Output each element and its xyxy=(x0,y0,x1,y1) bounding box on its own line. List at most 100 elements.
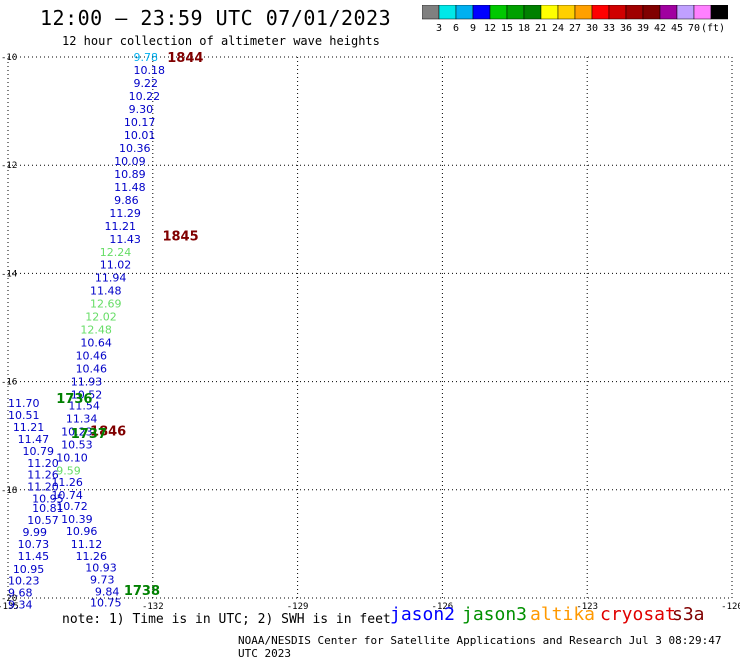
wave-height-value: 10.36 xyxy=(119,142,151,155)
wave-height-value: 10.01 xyxy=(124,129,156,142)
lat-label: -16 xyxy=(1,378,17,388)
pass-time-label: 1738 xyxy=(124,584,160,599)
color-legend: 3 6 9 12 15 18 21 24 27 30 33 36 39 42 45 70 (ft) xyxy=(422,5,728,34)
map-title: 12:00 – 23:59 UTC 07/01/2023 xyxy=(40,6,392,30)
pass-time-label: 1846 xyxy=(90,424,126,439)
wave-height-value: 10.46 xyxy=(76,363,108,376)
wave-height-value: 10.74 xyxy=(51,489,83,502)
wave-height-value: 10.22 xyxy=(129,90,161,103)
legend-label: 15 xyxy=(501,23,513,34)
wave-height-value: 11.45 xyxy=(18,550,50,563)
legend-label: 36 xyxy=(620,23,632,34)
wave-height-value: 10.81 xyxy=(32,502,64,515)
wave-height-value: 10.95 xyxy=(32,492,64,505)
wave-height-value: 9.78 xyxy=(133,51,158,64)
wave-height-value: 10.23 xyxy=(8,575,40,588)
wave-height-value: 11.21 xyxy=(13,421,45,434)
wave-height-value: 10.73 xyxy=(18,538,50,551)
legend-label: 12 xyxy=(484,23,496,34)
wave-height-value: 9.73 xyxy=(90,574,115,587)
wave-height-value: 11.48 xyxy=(90,285,122,298)
lat-label: -18 xyxy=(1,486,17,496)
wave-height-value: 11.26 xyxy=(51,476,83,489)
wave-height-value: 11.02 xyxy=(100,259,132,272)
wave-height-value: 11.47 xyxy=(18,433,50,446)
wave-height-value: 11.20 xyxy=(27,457,59,470)
wave-height-value: 9.22 xyxy=(133,77,158,90)
wave-height-value: 10.17 xyxy=(124,116,156,129)
lat-label: -12 xyxy=(1,161,17,171)
legend-label: 18 xyxy=(518,23,530,34)
wave-height-value: 10.95 xyxy=(13,563,45,576)
wave-height-value: 11.21 xyxy=(105,220,136,233)
wave-height-value: 11.26 xyxy=(76,550,108,563)
wave-height-value: 9.99 xyxy=(22,526,47,539)
wave-height-value: 12.69 xyxy=(90,298,122,311)
wave-height-value: 9.59 xyxy=(56,464,80,477)
wave-height-value: 12.02 xyxy=(85,311,117,324)
wave-height-value: 9.68 xyxy=(8,587,33,600)
wave-height-value: 10.53 xyxy=(61,438,93,451)
legend-label: 6 xyxy=(453,23,459,34)
wave-height-value: 10.89 xyxy=(114,168,146,181)
map-subtitle: 12 hour collection of altimeter wave hei… xyxy=(62,34,380,48)
satellite-cryosat: cryosat xyxy=(600,604,676,625)
credit-footer: NOAA/NESDIS Center for Satellite Applica… xyxy=(238,634,722,660)
wave-height-value: 9.84 xyxy=(95,586,120,599)
legend-unit: (ft) xyxy=(701,23,725,34)
legend-label: 21 xyxy=(535,23,547,34)
wave-height-value: 10.57 xyxy=(27,514,59,527)
wave-height-value: 10.79 xyxy=(22,445,54,458)
footnote: note: 1) Time is in UTC; 2) SWH is in fe… xyxy=(62,612,391,627)
satellite-altika: altika xyxy=(530,604,596,625)
satellite-jason2: jason2 xyxy=(390,604,456,625)
wave-height-value: 10.52 xyxy=(71,389,103,402)
wave-height-value: 10.10 xyxy=(56,451,87,464)
wave-height-value: 10.51 xyxy=(8,409,40,422)
wave-height-value: 9.30 xyxy=(129,103,154,116)
wave-height-value: 12.48 xyxy=(80,324,112,337)
wave-height-value: 11.26 xyxy=(27,469,59,482)
lon-label: -120 xyxy=(721,602,740,610)
satellite-jason3: jason3 xyxy=(462,604,528,625)
wave-height-value: 10.23 xyxy=(61,425,93,438)
legend-label: 45 xyxy=(671,23,683,34)
lat-label: -14 xyxy=(1,269,17,279)
wave-height-value: 10.39 xyxy=(61,513,93,526)
wave-height-value: 11.29 xyxy=(109,207,141,220)
lon-label: -132 xyxy=(142,602,164,610)
wave-height-value: 10.18 xyxy=(133,64,165,77)
wave-height-value: 10.93 xyxy=(85,562,117,575)
wave-height-value: 11.12 xyxy=(71,538,103,551)
wave-height-value: 10.96 xyxy=(66,525,98,538)
wave-height-value: 11.20 xyxy=(27,481,59,494)
legend-label: 9 xyxy=(470,23,476,34)
legend-label: 70 xyxy=(688,23,700,34)
legend-label: 27 xyxy=(569,23,581,34)
wave-height-value: 11.48 xyxy=(114,181,146,194)
wave-height-value: 11.70 xyxy=(8,397,40,410)
legend-label: 3 xyxy=(436,23,442,34)
wave-height-value: 10.09 xyxy=(114,155,146,168)
wave-height-value: 12.24 xyxy=(100,246,132,259)
wave-height-value: 10.64 xyxy=(80,337,112,350)
legend-swatch xyxy=(710,5,728,20)
legend-label: 30 xyxy=(586,23,598,34)
pass-time-label: 1845 xyxy=(162,230,198,245)
wave-height-value: 11.43 xyxy=(109,233,141,246)
legend-label: 39 xyxy=(637,23,649,34)
satellite-s3a: s3a xyxy=(672,604,705,625)
wave-height-value: 9.86 xyxy=(114,194,139,207)
wave-height-value: 11.94 xyxy=(95,272,127,285)
wave-height-value: 10.75 xyxy=(90,596,122,609)
lon-label: -126 xyxy=(432,602,454,610)
legend-label: 24 xyxy=(552,23,564,34)
lat-label: -20 xyxy=(1,594,17,604)
lon-label: -135 xyxy=(0,602,19,610)
wave-height-value: 9.34 xyxy=(8,598,33,610)
pass-time-label: 1737 xyxy=(71,427,107,442)
pass-time-label: 1736 xyxy=(56,392,92,407)
wave-height-value: 11.54 xyxy=(68,399,100,412)
legend-label: 42 xyxy=(654,23,666,34)
pass-time-label: 1844 xyxy=(167,51,203,66)
